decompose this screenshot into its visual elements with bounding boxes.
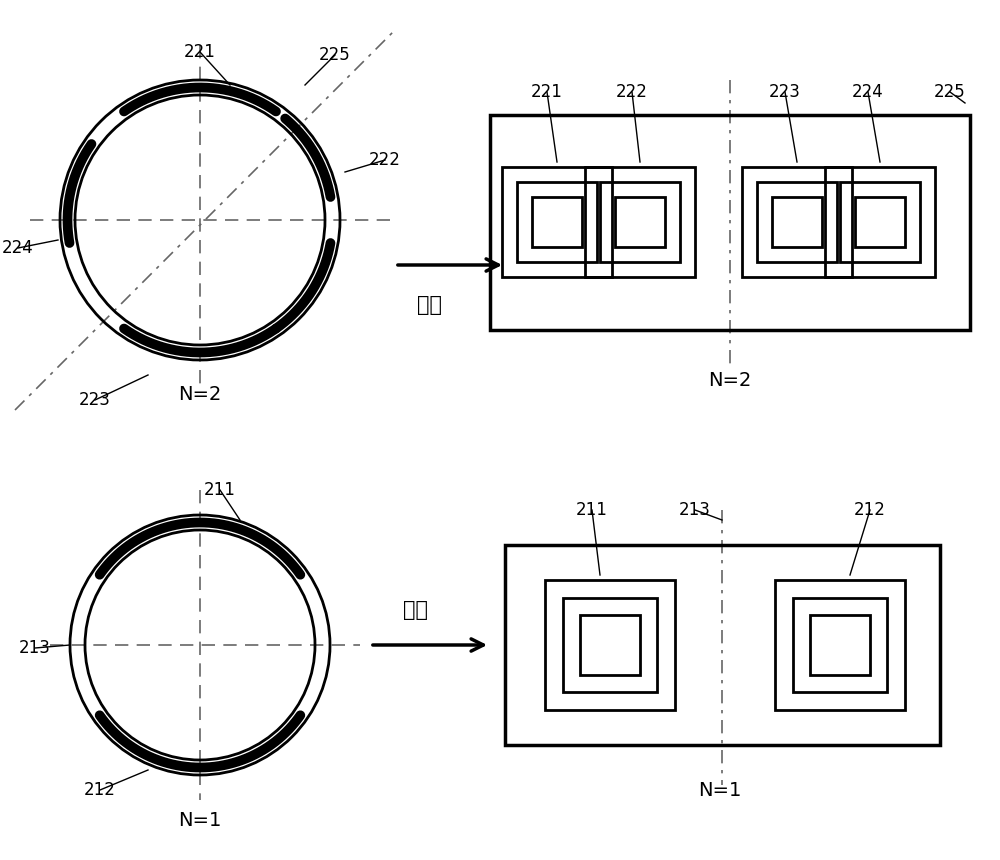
- Text: N=1: N=1: [178, 810, 222, 830]
- Text: 221: 221: [531, 83, 563, 101]
- Bar: [532, 197, 582, 247]
- Text: 225: 225: [319, 46, 351, 64]
- Text: 211: 211: [204, 481, 236, 499]
- Text: 展开: 展开: [402, 600, 428, 620]
- Bar: [505, 545, 940, 745]
- Bar: [585, 167, 695, 277]
- Bar: [757, 182, 837, 262]
- Bar: [545, 580, 675, 710]
- Bar: [810, 615, 870, 675]
- Bar: [793, 598, 887, 692]
- Text: N=2: N=2: [178, 385, 222, 404]
- Text: N=1: N=1: [698, 781, 742, 800]
- Text: 223: 223: [769, 83, 801, 101]
- Text: 222: 222: [369, 151, 401, 169]
- Text: 212: 212: [84, 781, 116, 799]
- Bar: [490, 115, 970, 330]
- Bar: [563, 598, 657, 692]
- Text: N=2: N=2: [708, 371, 752, 390]
- Text: 213: 213: [679, 501, 711, 519]
- Bar: [517, 182, 597, 262]
- Text: 221: 221: [184, 43, 216, 61]
- Text: 展开: 展开: [418, 295, 442, 315]
- Text: 222: 222: [616, 83, 648, 101]
- Bar: [502, 167, 612, 277]
- Text: 212: 212: [854, 501, 886, 519]
- Text: 224: 224: [2, 239, 34, 257]
- Bar: [840, 182, 920, 262]
- Bar: [615, 197, 665, 247]
- Bar: [600, 182, 680, 262]
- Text: 224: 224: [852, 83, 884, 101]
- Text: 223: 223: [79, 391, 111, 409]
- Bar: [775, 580, 905, 710]
- Bar: [772, 197, 822, 247]
- Bar: [742, 167, 852, 277]
- Bar: [580, 615, 640, 675]
- Bar: [855, 197, 905, 247]
- Text: 213: 213: [19, 639, 51, 657]
- Text: 225: 225: [934, 83, 966, 101]
- Text: 211: 211: [576, 501, 608, 519]
- Bar: [825, 167, 935, 277]
